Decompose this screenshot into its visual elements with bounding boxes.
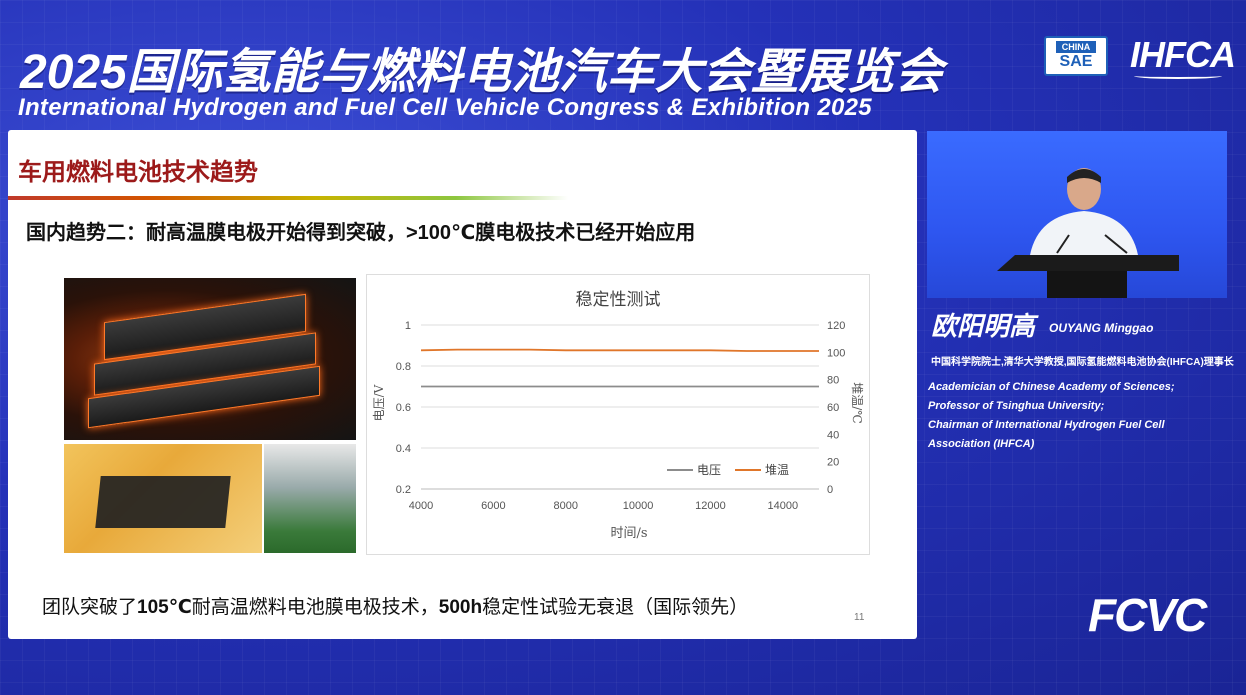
speaker-title-cn: 中国科学院院士,清华大学教授,国际氢能燃料电池协会(IHFCA)理事长 [931,357,1234,368]
test-bench-photo [264,444,356,553]
series-line-堆温 [420,348,819,352]
y-tick-label-left: 0.2 [396,484,411,496]
footer-bold-temp: 105℃ [137,597,192,618]
speaker-title-en-line: Professor of Tsinghua University; [928,400,1105,412]
speaker-name-en: OUYANG Minggao [1049,321,1154,335]
footer-bold-hours: 500h [438,597,483,618]
slide-subtitle: 国内趋势二：耐高温膜电极开始得到突破，>100℃膜电极技术已经开始应用 [26,222,696,244]
event-title-cn: 2025国际氢能与燃料电池汽车大会暨展览会 [20,46,943,99]
y-tick-label-right: 40 [827,429,839,441]
speaker-title-en: Academician of Chinese Academy of Scienc… [928,378,1238,454]
y-axis-label-right: 堆温/℃ [850,382,864,423]
slide-header: 车用燃料电池技术趋势 [18,159,258,186]
x-tick-label: 4000 [409,500,433,512]
x-tick-label: 12000 [695,500,726,512]
china-sae-logo-top: CHINA [1055,41,1097,53]
event-title-en: International Hydrogen and Fuel Cell Veh… [18,94,872,121]
slide-footer: 团队突破了105℃耐高温燃料电池膜电极技术，500h稳定性试验无衰退（国际领先） [42,592,748,619]
y-tick-label-left: 0.4 [396,443,411,455]
stability-test-chart: 稳定性测试 0.2 0.4 0.6 0.8 1 0 20 40 60 80 100 120 4000 60… [366,274,870,555]
slide-header-underline [8,196,568,200]
y-tick-label-right: 0 [827,484,833,496]
x-tick-label: 14000 [768,500,799,512]
y-tick-label-left: 0.6 [396,402,411,414]
x-tick-label: 10000 [623,500,654,512]
x-axis-label: 时间/s [610,526,647,541]
y-tick-label-right: 80 [827,375,839,387]
y-tick-label-right: 60 [827,402,839,414]
y-tick-label-left: 0.8 [396,361,411,373]
speaker-video [927,131,1227,298]
y-tick-label-right: 20 [827,457,839,469]
fuel-cell-stack-photo [64,278,356,440]
y-tick-label-left: 1 [405,320,411,332]
speaker-name-cn: 欧阳明高 [931,311,1036,341]
legend-label: 堆温 [765,463,789,477]
legend-label: 电压 [697,463,721,477]
slide-page-number: 11 [854,612,865,623]
china-sae-logo: CHINA SAE [1044,36,1108,76]
speaker-figure [997,168,1179,298]
chart-svg: 稳定性测试 0.2 0.4 0.6 0.8 1 0 20 40 60 80 100 120 4000 60… [372,290,864,541]
footer-text-3: 稳定性试验无衰退（国际领先） [482,597,749,618]
y-tick-label-right: 120 [827,320,845,332]
speaker-title-en-line: Chairman of International Hydrogen Fuel … [928,419,1165,431]
membrane-electrode-photo [64,444,262,553]
speaker-title-en-line: Academician of Chinese Academy of Scienc… [928,381,1175,393]
chart-title: 稳定性测试 [576,290,661,310]
footer-text-1: 团队突破了 [42,597,138,618]
ihfca-logo: IHFCA [1130,34,1236,75]
china-sae-logo-bottom: SAE [1059,53,1093,70]
fcvc-logo: FCVC [1088,589,1207,641]
speaker-title-en-line: Association (IHFCA) [928,438,1035,450]
presentation-slide: 车用燃料电池技术趋势 国内趋势二：耐高温膜电极开始得到突破，>100℃膜电极技术… [8,130,917,639]
y-tick-label-right: 100 [827,347,845,359]
x-tick-label: 8000 [553,500,577,512]
x-tick-label: 6000 [481,500,505,512]
footer-text-2: 耐高温燃料电池膜电极技术， [191,597,439,618]
ihfca-logo-swoosh [1134,73,1222,79]
y-axis-label-left: 电压/V [372,384,386,421]
